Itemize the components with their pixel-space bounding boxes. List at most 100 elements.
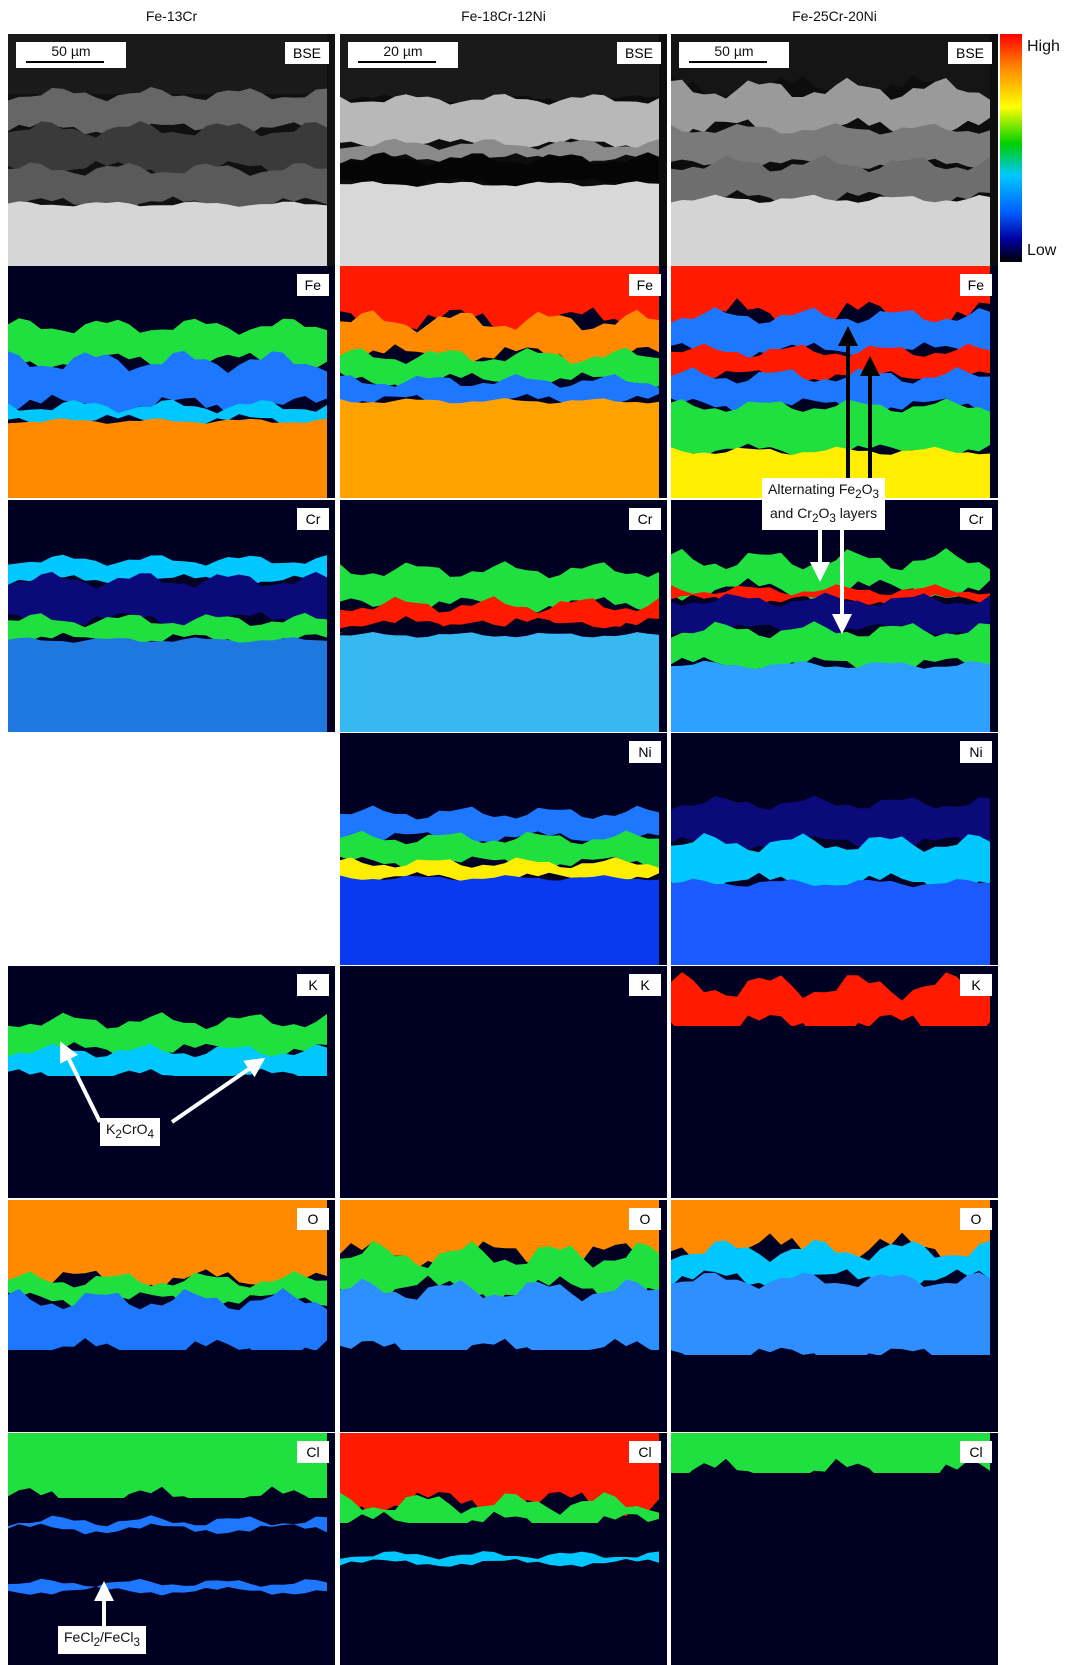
map-layer-band <box>8 571 327 628</box>
map-panel-fe-fe-13cr: Fe <box>8 266 335 498</box>
element-tag: Fe <box>628 274 661 296</box>
map-layer-band <box>340 181 659 266</box>
map-panel-ni-fe-18cr-12ni: Ni <box>340 733 667 965</box>
element-tag: Cl <box>297 1441 329 1463</box>
element-tag: Cr <box>960 508 992 530</box>
scale-bar-label: 20 µm <box>383 43 423 59</box>
map-image <box>8 266 335 498</box>
map-panel-cr-fe-25cr-20ni: Cr <box>671 500 998 732</box>
map-layer-band <box>8 266 327 326</box>
map-panel-cr-fe-13cr: Cr <box>8 500 335 732</box>
element-tag: Cl <box>960 1441 992 1463</box>
map-image <box>671 500 998 732</box>
map-layer-band <box>8 87 327 135</box>
column-title-fe13cr: Fe-13Cr <box>145 8 198 24</box>
map-panel-bse-fe-18cr-12ni: BSE 20 µm <box>340 34 667 266</box>
map-layer-band <box>8 1515 327 1535</box>
map-layer-band <box>340 1523 659 1665</box>
map-layer-band <box>8 1200 327 1292</box>
map-layer-band <box>340 966 659 1198</box>
map-image <box>8 966 335 1198</box>
map-panel-cr-fe-18cr-12ni: Cr <box>340 500 667 732</box>
map-image <box>8 500 335 732</box>
element-tag: Ni <box>960 741 992 763</box>
element-tag: Fe <box>959 274 992 296</box>
map-image <box>671 1433 998 1665</box>
column-title-fe18cr12ni: Fe-18Cr-12Ni <box>461 8 546 24</box>
map-image <box>671 966 998 1198</box>
map-layer-band <box>671 398 990 459</box>
map-layer-band <box>340 620 659 640</box>
map-layer-band <box>671 1355 990 1432</box>
map-image <box>340 34 667 266</box>
colorbar-high-label: High <box>1027 38 1060 55</box>
map-image <box>340 1433 667 1665</box>
map-layer-band <box>8 1350 327 1432</box>
map-panel-o-fe-25cr-20ni: O <box>671 1200 998 1432</box>
map-layer-band <box>340 266 659 334</box>
scale-bar-line <box>689 61 767 63</box>
map-layer-band <box>340 1433 659 1517</box>
scale-bar: 50 µm <box>679 42 789 68</box>
element-tag: O <box>629 1208 661 1230</box>
map-layer-band <box>340 398 659 498</box>
map-layer-band <box>671 155 990 208</box>
map-panel-fe-fe-18cr-12ni: Fe <box>340 266 667 498</box>
map-panel-ni-fe-25cr-20ni: Ni <box>671 733 998 965</box>
element-tag: K <box>629 974 661 996</box>
map-layer-band <box>340 1551 659 1567</box>
map-layer-band <box>671 500 990 569</box>
map-layer-band <box>671 833 990 894</box>
map-layer-band <box>671 795 990 850</box>
map-panel-k-fe-25cr-20ni: K <box>671 966 998 1198</box>
map-layer-band <box>8 201 327 266</box>
map-layer-band <box>340 1278 659 1361</box>
map-image <box>340 500 667 732</box>
map-image <box>671 266 998 498</box>
colorbar-low-label: Low <box>1027 242 1057 259</box>
map-panel-o-fe-18cr-12ni: O <box>340 1200 667 1432</box>
map-layer-band <box>340 733 659 813</box>
scale-bar-label: 50 µm <box>714 43 754 59</box>
map-layer-band <box>671 446 990 498</box>
map-panel-k-fe-18cr-12ni: K <box>340 966 667 1198</box>
element-tag: K <box>297 974 329 996</box>
map-panel-bse-fe-25cr-20ni: BSE 50 µm <box>671 34 998 266</box>
map-layer-band <box>8 1076 327 1198</box>
map-panel-cl-fe-18cr-12ni: Cl <box>340 1433 667 1665</box>
map-image <box>671 733 998 965</box>
map-layer-band <box>340 1240 659 1305</box>
map-layer-band <box>8 162 327 212</box>
column-title-fe25cr20ni: Fe-25Cr-20Ni <box>792 8 877 24</box>
map-layer-band <box>340 805 659 846</box>
map-layer-band <box>671 194 990 266</box>
map-image <box>671 1200 998 1432</box>
map-layer-band <box>340 500 659 570</box>
map-layer-band <box>8 1288 327 1362</box>
map-panel-o-fe-13cr: O <box>8 1200 335 1432</box>
scale-bar: 20 µm <box>348 42 458 68</box>
annotation-alternating-layers: Alternating Fe2O3 and Cr2O3 layers <box>762 478 886 530</box>
map-layer-band <box>340 1200 659 1269</box>
map-panel-bse-fe-13cr: BSE 50 µm <box>8 34 335 266</box>
annotation-k2cro4: K2CrO4 <box>100 1118 160 1146</box>
map-image <box>8 34 335 266</box>
map-layer-band <box>340 373 659 409</box>
map-layer-band <box>340 632 659 732</box>
map-layer-band <box>8 1578 327 1596</box>
map-image <box>671 34 998 266</box>
map-layer-band <box>671 307 990 360</box>
intensity-colorbar <box>1000 34 1022 262</box>
map-layer-band <box>8 350 327 416</box>
map-image <box>340 966 667 1198</box>
map-layer-band <box>340 1350 659 1432</box>
map-layer-band <box>8 121 327 178</box>
map-layer-band <box>8 418 327 498</box>
scale-bar-line <box>26 61 104 63</box>
map-layer-band <box>340 875 659 965</box>
element-tag: O <box>960 1208 992 1230</box>
map-layer-band <box>671 1026 990 1198</box>
map-layer-band <box>671 660 990 732</box>
map-layer-band <box>8 612 327 647</box>
element-tag: Cr <box>629 508 661 530</box>
